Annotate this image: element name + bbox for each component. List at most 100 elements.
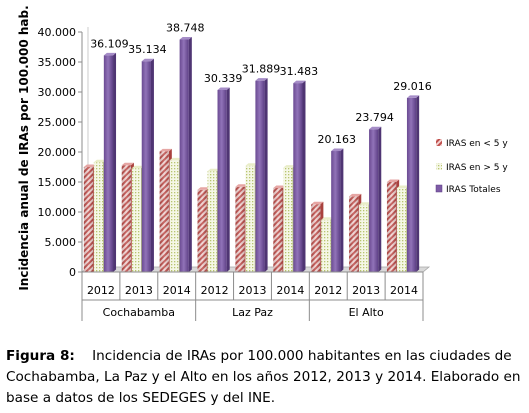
data-label: 23.794 xyxy=(355,111,394,124)
y-tick-label: 25.000 xyxy=(38,116,77,129)
bar-top xyxy=(197,187,210,190)
bar-top xyxy=(159,148,172,152)
bar-shade xyxy=(311,204,321,272)
bar-top xyxy=(349,193,362,197)
bar-top xyxy=(293,80,306,84)
bar xyxy=(217,87,230,272)
y-tick-label: 15.000 xyxy=(38,176,77,189)
bar xyxy=(141,58,154,272)
bar xyxy=(369,126,382,273)
bar-shade xyxy=(273,188,283,272)
bar-front xyxy=(131,168,141,272)
bar-top xyxy=(179,37,192,40)
bar xyxy=(255,78,268,272)
bar-top xyxy=(235,184,248,187)
data-label: 29.016 xyxy=(393,80,432,93)
x-group-label: Laz Paz xyxy=(232,306,273,319)
legend-swatch xyxy=(436,163,442,170)
bar-top xyxy=(369,126,382,130)
data-label: 31.483 xyxy=(280,65,319,78)
bar-top xyxy=(359,202,372,205)
y-tick-label: 0 xyxy=(69,266,76,279)
bar-top xyxy=(273,185,286,188)
bar-side xyxy=(302,80,306,273)
x-year-label: 2014 xyxy=(276,284,304,297)
y-tick-label: 30.000 xyxy=(38,86,77,99)
bar-side xyxy=(226,87,230,272)
legend-label: IRAS en > 5 y xyxy=(446,163,508,173)
caption-label: Figura 8: xyxy=(6,348,75,364)
bar-shade xyxy=(197,189,207,272)
bar-front xyxy=(283,167,293,272)
y-tick-label: 40.000 xyxy=(38,26,77,39)
bar-front xyxy=(406,97,417,273)
data-label: 36.109 xyxy=(90,37,129,50)
bar-side xyxy=(188,37,192,273)
x-year-label: 2013 xyxy=(125,284,153,297)
bar xyxy=(103,52,117,272)
bar-side xyxy=(416,95,420,273)
bar-top xyxy=(217,87,230,90)
figure-caption: Figura 8: Incidencia de IRAs por 100.000… xyxy=(6,346,522,409)
bar-shade xyxy=(83,167,94,272)
bar-front xyxy=(141,61,151,272)
bar-front xyxy=(93,162,104,272)
bar-top xyxy=(311,201,324,205)
bar-top xyxy=(406,95,420,98)
data-label: 35.134 xyxy=(128,43,167,56)
bar-top xyxy=(169,157,182,161)
y-axis-title: Incidencia anual de IRAs por 100.000 hab… xyxy=(17,5,31,290)
bar-front xyxy=(293,83,303,273)
data-label: 31.889 xyxy=(242,63,281,76)
legend-swatch xyxy=(436,139,442,146)
y-axis: 0 5.000 10.000 15.000 20.000 25.000 30.000 35.0… xyxy=(38,26,82,279)
bar-top xyxy=(283,165,296,168)
bar xyxy=(179,37,192,273)
bar-front xyxy=(331,151,341,272)
legend-swatch xyxy=(435,184,443,193)
bar-top xyxy=(131,165,144,169)
x-year-label: 2012 xyxy=(201,284,229,297)
bar-front xyxy=(321,219,331,272)
bar-top xyxy=(207,168,220,172)
bar-top xyxy=(331,148,344,152)
bar xyxy=(293,80,306,273)
bar-top xyxy=(396,185,410,188)
bar-shade xyxy=(349,196,359,272)
x-year-label: 2012 xyxy=(314,284,342,297)
bar-front xyxy=(359,204,369,272)
y-tick-label: 20.000 xyxy=(38,146,77,159)
x-year-label: 2012 xyxy=(87,284,115,297)
bar-front xyxy=(255,80,265,272)
bars-layer xyxy=(83,37,420,273)
bar-front xyxy=(245,165,255,272)
bar-chart: 0 5.000 10.000 15.000 20.000 25.000 30.000 35.0… xyxy=(17,5,508,321)
bar-top xyxy=(321,217,334,220)
bar-top xyxy=(245,163,258,166)
bar-top xyxy=(141,58,154,62)
legend-label: IRAS Totales xyxy=(446,185,501,195)
bar-top xyxy=(93,159,107,163)
bar-shade xyxy=(159,151,169,272)
data-label: 30.339 xyxy=(204,72,243,85)
legend: IRAS en < 5 y IRAS en > 5 y IRAS Totales xyxy=(435,139,508,195)
x-year-label: 2013 xyxy=(352,284,380,297)
bar-front xyxy=(179,39,189,273)
x-axis: 2012 2013 2014 2012 2013 2014 2012 2013 2014 Coch… xyxy=(81,271,424,321)
bar-top xyxy=(386,179,400,182)
x-group-label: El Alto xyxy=(349,306,384,319)
x-year-label: 2014 xyxy=(163,284,191,297)
bar-front xyxy=(103,55,114,272)
bar-shade xyxy=(121,165,131,272)
x-year-label: 2014 xyxy=(390,284,418,297)
y-tick-label: 35.000 xyxy=(38,56,77,69)
y-tick-label: 5.000 xyxy=(45,236,77,249)
bar-side xyxy=(150,58,154,272)
bar-top xyxy=(121,162,134,166)
y-tick-label: 10.000 xyxy=(38,206,77,219)
data-label: 20.163 xyxy=(318,133,357,146)
bar-front xyxy=(396,188,407,272)
bar-top xyxy=(255,78,268,81)
bar-side xyxy=(340,148,344,272)
